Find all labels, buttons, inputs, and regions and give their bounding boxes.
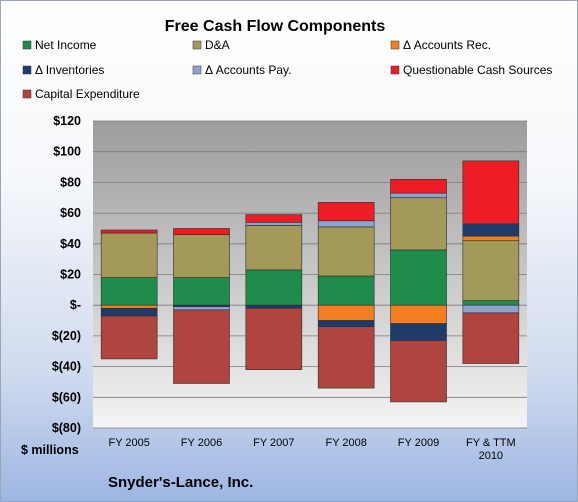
bar-segment-capital-expenditure: [317, 326, 375, 389]
bar-segment-inventories: [100, 307, 158, 317]
legend-label-accounts-pay: Δ Accounts Pay.: [205, 63, 292, 77]
gridlines: [93, 120, 527, 429]
bar-segment-d-a: [390, 197, 447, 251]
bar-segment-inventories: [245, 304, 303, 309]
bar-segment-questionable-cash-sources: [462, 160, 520, 225]
x-tick-label: FY 2009: [398, 437, 439, 449]
bar-segment-accounts-rec: [390, 304, 447, 324]
legend-swatch-d-a: [192, 40, 202, 50]
x-tick-label: FY 2007: [253, 437, 294, 449]
legend-label-net-income: Net Income: [35, 38, 97, 52]
bar-segment-accounts-pay: [173, 306, 230, 311]
y-tick-label: $(80): [52, 421, 81, 435]
bar-segment-net-income: [462, 300, 520, 306]
bar-segment-d-a: [100, 232, 158, 278]
legend-swatch-questionable-cash-sources: [390, 65, 400, 75]
x-tick-label: FY 2006: [181, 437, 222, 449]
bar-segment-net-income: [100, 277, 158, 306]
legend: Net Income D&A Δ Accounts Rec. Δ Inventorie…: [22, 38, 552, 101]
y-tick-label: $40: [60, 237, 81, 251]
legend-swatch-capital-expenditure: [22, 89, 32, 99]
y-axis-ticks: $(80) $(60) $(40) $(20) $- $20 $40 $60 $80 $100 $1…: [52, 114, 81, 435]
legend-swatch-accounts-rec: [390, 40, 400, 50]
bar-segment-accounts-pay: [390, 192, 447, 199]
bar-segment-accounts-pay: [245, 222, 303, 226]
bar-segment-questionable-cash-sources: [245, 214, 303, 223]
y-tick-label: $80: [60, 175, 81, 189]
bar-segment-d-a: [245, 225, 303, 271]
bar-segment-capital-expenditure: [173, 309, 230, 384]
bar-segment-accounts-rec: [462, 235, 520, 242]
bar-segment-net-income: [390, 249, 447, 306]
y-tick-label: $120: [53, 114, 81, 128]
bar-segment-capital-expenditure: [100, 315, 158, 360]
bar-segment-d-a: [173, 234, 230, 278]
bar-segment-accounts-rec: [100, 304, 158, 309]
bar-segment-net-income: [317, 275, 375, 306]
y-tick-label: $(20): [52, 329, 81, 343]
bar-segment-capital-expenditure: [245, 307, 303, 370]
legend-swatch-accounts-pay: [192, 65, 202, 75]
bars: [100, 160, 520, 403]
legend-swatch-net-income: [22, 40, 32, 50]
bar-segment-d-a: [462, 240, 520, 301]
company-name: Snyder's-Lance, Inc.: [108, 474, 253, 491]
bar-segment-inventories: [390, 323, 447, 341]
bar-segment-inventories: [317, 320, 375, 327]
y-axis-unit-label: $ millions: [21, 443, 79, 457]
bar-segment-questionable-cash-sources: [173, 228, 230, 235]
bar-segment-questionable-cash-sources: [390, 179, 447, 194]
bar-segment-accounts-pay: [462, 304, 520, 314]
bar-segment-net-income: [245, 269, 303, 306]
y-tick-label: $60: [60, 206, 81, 220]
bar-segment-net-income: [173, 277, 230, 306]
y-tick-label: $20: [60, 268, 81, 282]
bar-segment-accounts-pay: [317, 220, 375, 228]
legend-swatch-inventories: [22, 65, 32, 75]
legend-label-accounts-rec: Δ Accounts Rec.: [403, 38, 491, 52]
y-tick-label: $(60): [52, 390, 81, 404]
x-tick-label: FY & TTM 2010: [466, 437, 516, 462]
x-tick-label: FY 2005: [108, 437, 149, 449]
x-tick-label: FY 2008: [325, 437, 366, 449]
y-tick-label: $-: [70, 298, 81, 312]
chart-title: Free Cash Flow Components: [165, 18, 386, 35]
legend-label-capital-expenditure: Capital Expenditure: [35, 87, 140, 101]
y-tick-label: $(40): [52, 360, 81, 374]
bar-segment-accounts-rec: [317, 304, 375, 321]
legend-label-inventories: Δ Inventories: [35, 63, 104, 77]
bar-segment-questionable-cash-sources: [317, 202, 375, 222]
bar-segment-capital-expenditure: [462, 312, 520, 364]
legend-label-questionable-cash-sources: Questionable Cash Sources: [403, 63, 552, 77]
x-axis-ticks: FY 2005 FY 2006 FY 2007 FY 2008 FY 2009 FY & …: [108, 437, 515, 462]
bar-segment-capital-expenditure: [390, 340, 447, 403]
bar-segment-inventories: [462, 223, 520, 237]
y-tick-label: $100: [53, 145, 81, 159]
legend-label-d-a: D&A: [205, 38, 230, 52]
bar-segment-d-a: [317, 226, 375, 277]
bar-segment-questionable-cash-sources: [100, 229, 158, 234]
